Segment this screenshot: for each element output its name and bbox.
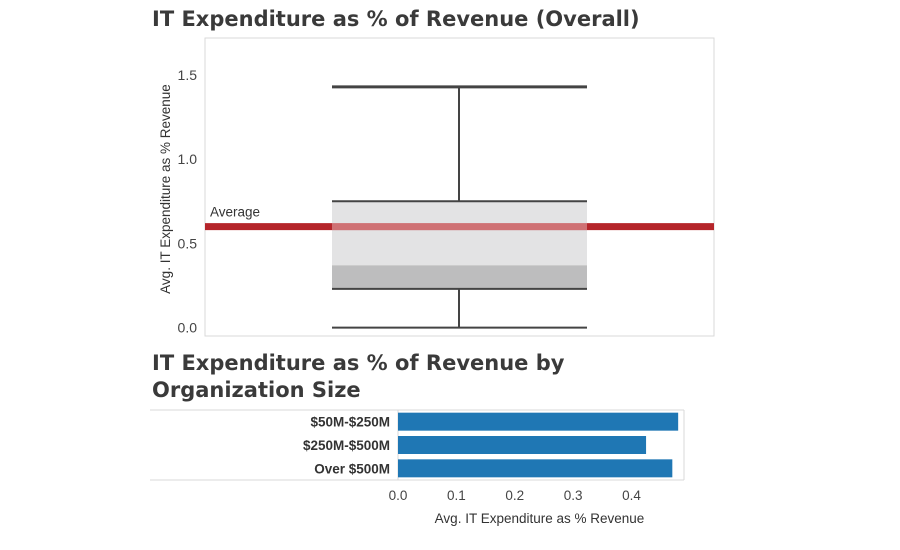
x-tick-label: 0.2 (505, 488, 524, 503)
y-axis-label: Avg. IT Expenditure as % Revenue (158, 84, 173, 294)
box-chart-title: IT Expenditure as % of Revenue (Overall) (152, 7, 640, 31)
box-lower-half (332, 265, 587, 289)
bar-0 (398, 412, 679, 431)
average-line-box-overlay (332, 223, 587, 231)
y-tick-label: 0.0 (178, 320, 198, 336)
x-axis-label: Avg. IT Expenditure as % Revenue (435, 511, 645, 526)
x-tick-label: 0.1 (447, 488, 466, 503)
bar-chart-title: IT Expenditure as % of Revenue by Organi… (152, 351, 565, 402)
x-tick-label: 0.4 (622, 488, 641, 503)
box-upper-half (332, 201, 587, 266)
x-tick-label: 0.3 (564, 488, 583, 503)
x-tick-label: 0.0 (389, 488, 408, 503)
category-label: Over $500M (314, 461, 390, 476)
category-label: $50M-$250M (310, 415, 390, 430)
y-tick-label: 1.0 (178, 151, 198, 167)
category-label: $250M-$500M (303, 438, 390, 453)
y-tick-label: 0.5 (178, 235, 198, 251)
bar-2 (398, 459, 673, 478)
average-label: Average (210, 205, 260, 220)
bar-1 (398, 436, 647, 454)
box-plot-frame (204, 37, 715, 337)
y-tick-label: 1.5 (178, 67, 198, 83)
